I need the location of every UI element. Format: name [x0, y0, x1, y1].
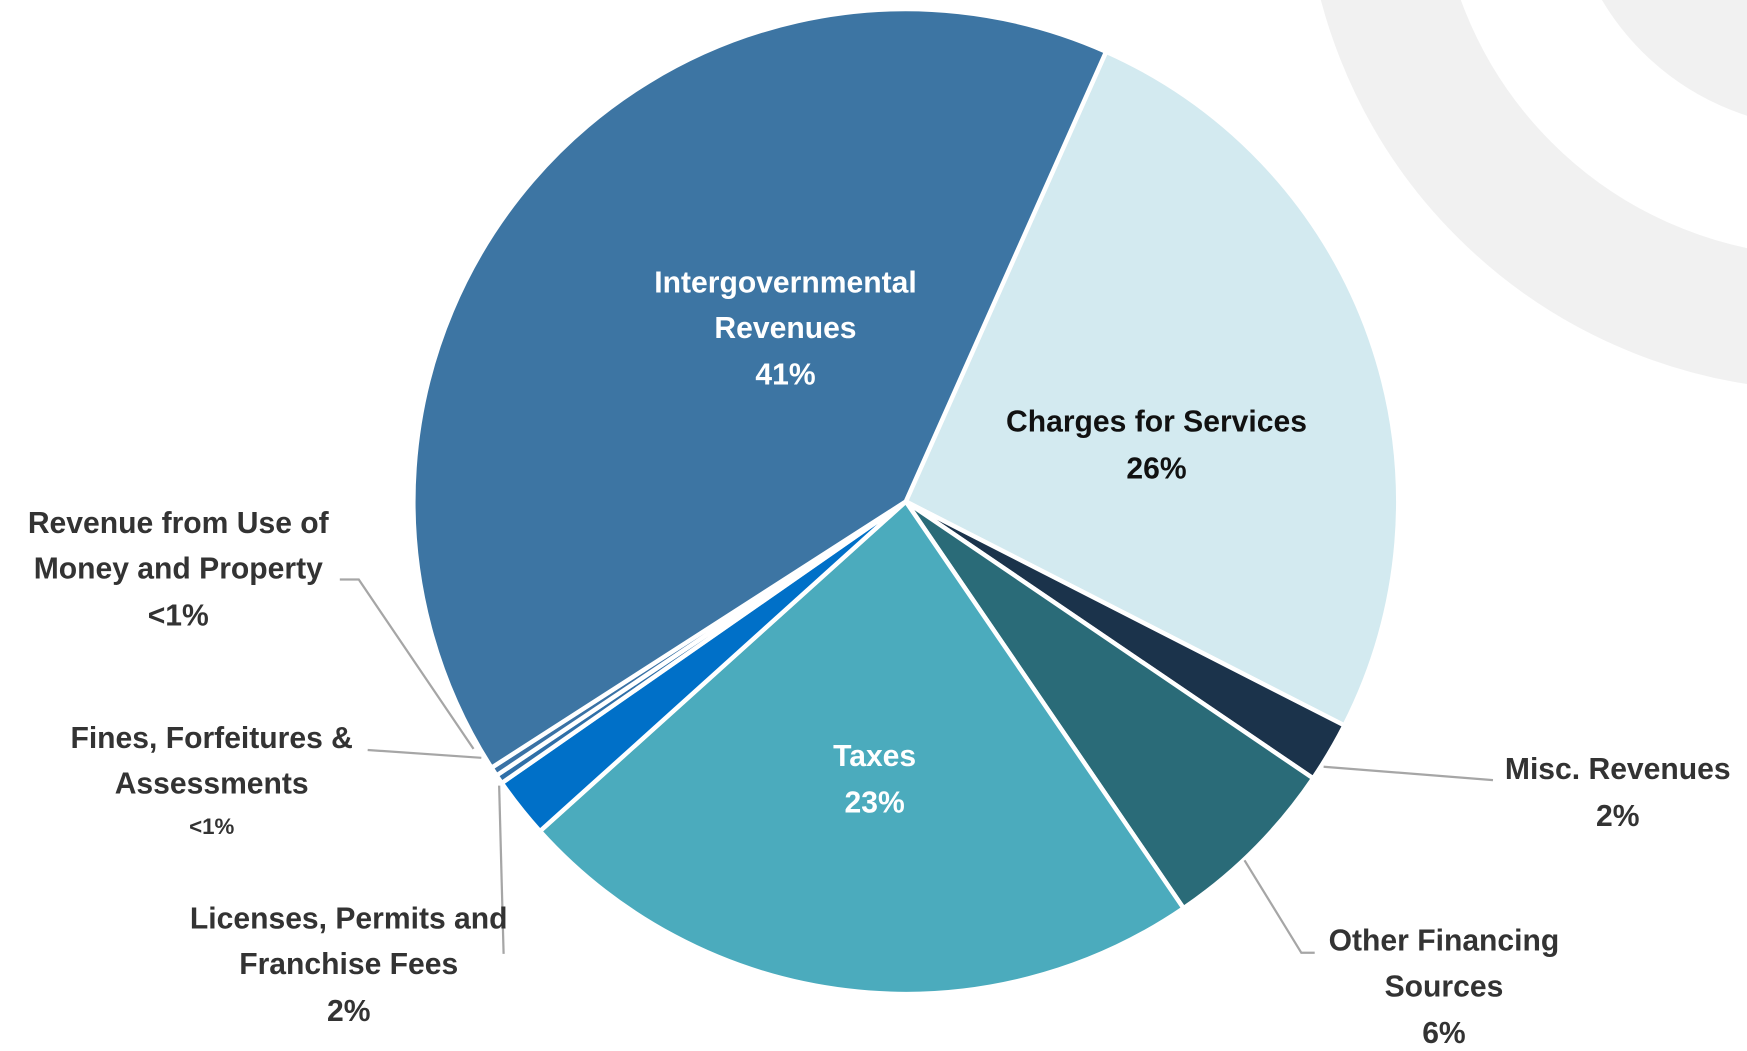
pie-slice — [411, 6, 1110, 771]
value-label: 2% — [1596, 800, 1639, 833]
value-label: 26% — [1126, 452, 1186, 485]
value-label: 41% — [755, 359, 815, 392]
slice-label: Revenue from Use of Money and Property — [28, 507, 330, 586]
leader-line — [1323, 765, 1494, 782]
leader-line — [367, 748, 482, 759]
value-label: <1% — [189, 814, 234, 839]
leader-line — [1243, 859, 1315, 954]
pie-slice — [903, 499, 1317, 912]
slice-label: Licenses, Permits and Franchise Fees — [190, 902, 508, 981]
slice-label: Misc. Revenues — [1505, 753, 1731, 786]
pie — [411, 6, 1401, 997]
slice-label: Other Financing Sources — [1329, 925, 1560, 1004]
value-label: 2% — [327, 995, 370, 1028]
slice-label: Intergovernmental Revenues — [654, 266, 916, 345]
value-label: 6% — [1422, 1017, 1465, 1050]
background-decoration — [1320, 0, 1747, 384]
labels: Charges for Services 26% Misc. Revenues 2% O… — [28, 266, 1731, 1050]
value-label: 23% — [845, 787, 905, 820]
value-label: <1% — [148, 599, 209, 632]
leader-line — [498, 785, 505, 954]
leader-line — [339, 578, 475, 750]
pie-slice — [902, 48, 1401, 729]
slice-label: Fines, Forfeitures & Assessments — [70, 722, 352, 801]
slice-label: Charges for Services — [1006, 406, 1307, 439]
pie-slice — [536, 498, 1187, 997]
slice-label: Taxes — [833, 740, 916, 773]
